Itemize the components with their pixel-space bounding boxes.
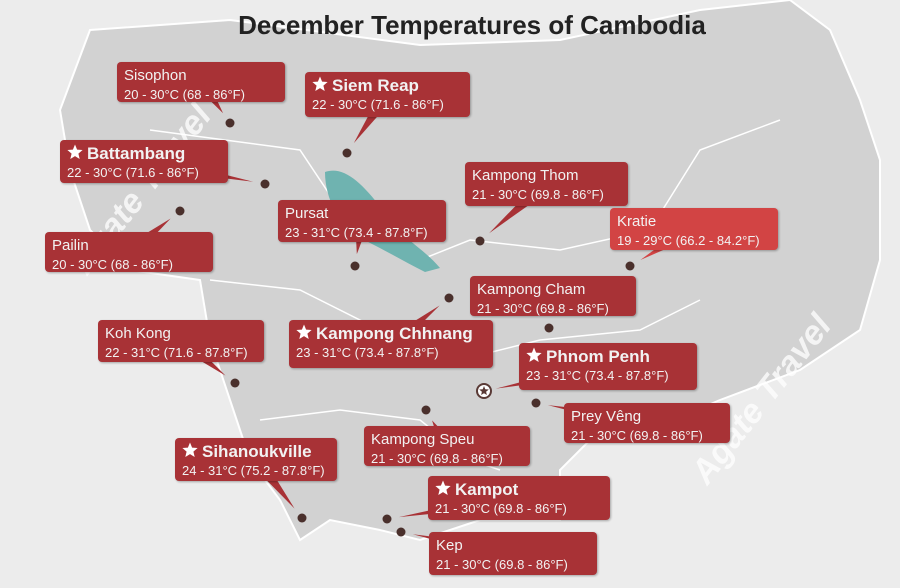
city-dot [396, 527, 406, 537]
city-label: Sihanoukville 24 - 31°C (75.2 - 87.8°F) [175, 438, 337, 481]
city-label: Kep 21 - 30°C (69.8 - 86°F) [429, 532, 597, 575]
city-label: Kampong Thom 21 - 30°C (69.8 - 86°F) [465, 162, 628, 206]
capital-star [479, 386, 489, 395]
city-label: Siem Reap 22 - 30°C (71.6 - 86°F) [305, 72, 470, 117]
city-name: Pailin [52, 236, 206, 256]
title: December Temperatures of Cambodia [238, 10, 706, 40]
city-dot [625, 261, 635, 271]
city-name: Pursat [285, 204, 439, 224]
city-dot [382, 514, 392, 524]
city-name-text: Battambang [87, 144, 186, 163]
city-dot [475, 236, 485, 246]
star-icon [182, 442, 198, 457]
city-name: Kratie [617, 212, 771, 232]
city-label: Sisophon 20 - 30°C (68 - 86°F) [117, 62, 285, 102]
city-name-text: Kep [436, 537, 463, 554]
star-icon [435, 480, 451, 495]
city-dot [350, 261, 360, 271]
city-name: Prey Vêng [571, 407, 723, 427]
city-label: Koh Kong 22 - 31°C (71.6 - 87.8°F) [98, 320, 264, 362]
star-icon [526, 347, 542, 362]
city-dot [225, 118, 235, 128]
city-name-text: Kampong Speu [371, 431, 475, 448]
temperature: 23 - 31°C (73.4 - 87.8°F) [285, 225, 428, 240]
city-name: Sisophon [124, 66, 278, 86]
city-label: Kampot 21 - 30°C (69.8 - 86°F) [428, 476, 610, 520]
city-label: Pailin 20 - 30°C (68 - 86°F) [45, 232, 213, 272]
city-name-text: Siem Reap [332, 76, 419, 95]
temperature: 22 - 30°C (71.6 - 86°F) [67, 165, 199, 180]
city-label: Battambang 22 - 30°C (71.6 - 86°F) [60, 140, 228, 183]
city-name-text: Koh Kong [105, 325, 171, 342]
temperature: 21 - 30°C (69.8 - 86°F) [371, 451, 503, 466]
temperature: 21 - 30°C (69.8 - 86°F) [477, 301, 609, 316]
city-label: Pursat 23 - 31°C (73.4 - 87.8°F) [278, 200, 446, 242]
city-name-text: Kratie [617, 213, 657, 230]
city-name: Kampong Thom [472, 166, 621, 186]
city-name: Kep [436, 536, 590, 556]
temperature: 21 - 30°C (69.8 - 86°F) [436, 557, 568, 572]
city-name-text: Sihanoukville [202, 442, 312, 461]
temperature: 20 - 30°C (68 - 86°F) [124, 87, 245, 102]
city-label: Kampong Speu 21 - 30°C (69.8 - 86°F) [364, 426, 530, 466]
temperature: 21 - 30°C (69.8 - 86°F) [435, 501, 567, 516]
city-name-text: Kampong Cham [477, 281, 586, 298]
city-name: Siem Reap [312, 76, 463, 96]
temperature: 21 - 30°C (69.8 - 86°F) [571, 428, 703, 443]
city-dot [297, 513, 307, 523]
city-name-text: Kampot [455, 480, 519, 499]
city-name-text: Sisophon [124, 67, 187, 84]
star-icon [67, 144, 83, 159]
city-name-text: Kampong Chhnang [316, 324, 473, 343]
city-name-text: Kampong Thom [472, 167, 579, 184]
city-dot [444, 293, 454, 303]
temperature: 22 - 30°C (71.6 - 86°F) [312, 97, 444, 112]
city-dot [230, 378, 240, 388]
province-borders [149, 119, 781, 261]
city-label: Prey Vêng 21 - 30°C (69.8 - 86°F) [564, 403, 730, 443]
temperature: 22 - 31°C (71.6 - 87.8°F) [105, 345, 248, 360]
temperature: 20 - 30°C (68 - 86°F) [52, 257, 173, 272]
city-name: Koh Kong [105, 324, 257, 344]
city-name: Battambang [67, 144, 221, 164]
star-icon [312, 76, 328, 91]
temperature: 23 - 31°C (73.4 - 87.8°F) [526, 368, 669, 383]
city-name: Kampong Cham [477, 280, 629, 300]
city-name-text: Phnom Penh [546, 347, 650, 366]
city-name: Kampot [435, 480, 603, 500]
city-name: Phnom Penh [526, 347, 690, 367]
city-dot [421, 405, 431, 415]
city-name: Sihanoukville [182, 442, 330, 462]
city-dot [531, 398, 541, 408]
city-name: Kampong Chhnang [296, 324, 486, 344]
city-label: Kampong Chhnang 23 - 31°C (73.4 - 87.8°F) [289, 320, 493, 368]
city-label: Kampong Cham 21 - 30°C (69.8 - 86°F) [470, 276, 636, 316]
city-label: Phnom Penh 23 - 31°C (73.4 - 87.8°F) [519, 343, 697, 390]
city-dot [175, 206, 185, 216]
temperature: 23 - 31°C (73.4 - 87.8°F) [296, 345, 439, 360]
temperature: 19 - 29°C (66.2 - 84.2°F) [617, 233, 760, 248]
city-name: Kampong Speu [371, 430, 523, 450]
city-name-text: Pursat [285, 205, 329, 222]
city-name-text: Prey Vêng [571, 408, 642, 425]
temperature: 21 - 30°C (69.8 - 86°F) [472, 187, 604, 202]
city-dot [342, 148, 352, 158]
city-dot [260, 179, 270, 189]
city-dot [544, 323, 554, 333]
star-icon [296, 324, 312, 339]
city-name-text: Pailin [52, 237, 89, 254]
temperature: 24 - 31°C (75.2 - 87.8°F) [182, 463, 325, 478]
city-label: Kratie 19 - 29°C (66.2 - 84.2°F) [610, 208, 778, 250]
